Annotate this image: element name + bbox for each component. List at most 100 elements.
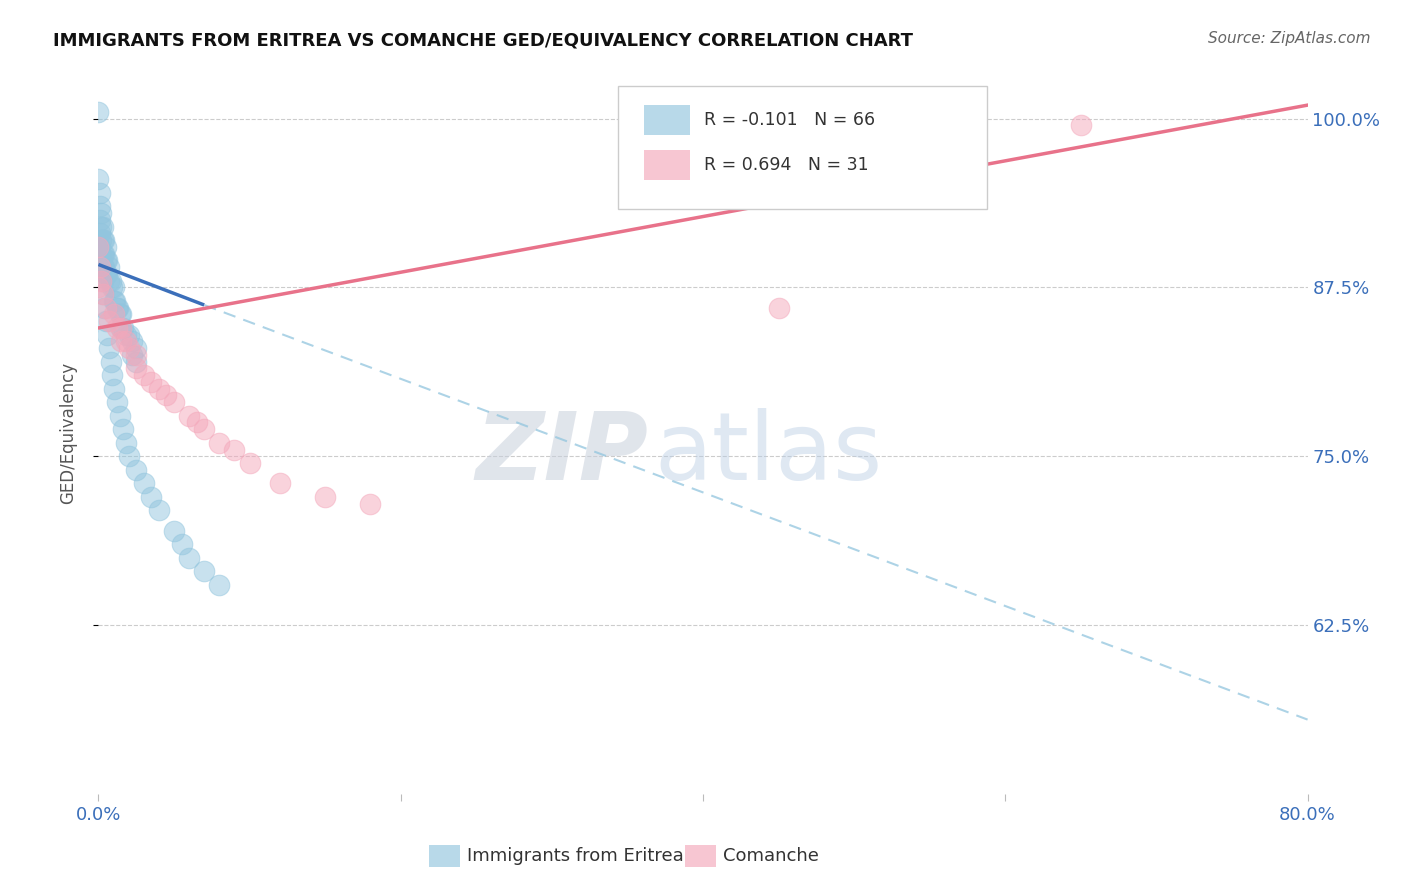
- Point: [91, 287, 114, 301]
- Point: [193, 564, 215, 578]
- Point: [186, 416, 208, 430]
- Point: [114, 334, 136, 349]
- Point: [98, 314, 121, 328]
- Point: [118, 327, 141, 342]
- Point: [314, 490, 336, 504]
- Point: [110, 321, 132, 335]
- Point: [91, 274, 114, 288]
- Point: [114, 327, 136, 342]
- Point: [94, 253, 117, 268]
- Point: [125, 355, 148, 369]
- Point: [105, 321, 128, 335]
- Point: [89, 260, 111, 275]
- Point: [93, 260, 115, 275]
- Point: [96, 327, 118, 342]
- Point: [269, 476, 291, 491]
- Point: [87, 172, 110, 186]
- Point: [118, 341, 141, 355]
- Point: [103, 382, 125, 396]
- Point: [91, 219, 114, 234]
- Point: [89, 227, 111, 241]
- Point: [96, 253, 118, 268]
- Point: [141, 490, 163, 504]
- Point: [98, 260, 121, 275]
- Point: [90, 206, 112, 220]
- Point: [98, 274, 121, 288]
- Text: atlas: atlas: [655, 409, 883, 500]
- Text: R = -0.101   N = 66: R = -0.101 N = 66: [704, 111, 876, 128]
- Point: [91, 260, 114, 275]
- Bar: [644, 104, 690, 135]
- Point: [89, 240, 111, 254]
- Point: [103, 280, 125, 294]
- Point: [163, 395, 186, 409]
- Point: [90, 274, 112, 288]
- Point: [179, 550, 201, 565]
- Point: [111, 321, 134, 335]
- Point: [91, 287, 114, 301]
- Text: Source: ZipAtlas.com: Source: ZipAtlas.com: [1208, 31, 1371, 46]
- Point: [110, 321, 132, 335]
- Point: [121, 334, 143, 349]
- Point: [110, 334, 132, 349]
- Point: [93, 246, 115, 260]
- Text: Immigrants from Eritrea: Immigrants from Eritrea: [467, 847, 683, 865]
- Point: [125, 348, 148, 362]
- Point: [103, 293, 125, 308]
- Point: [91, 233, 114, 247]
- Point: [89, 213, 111, 227]
- Point: [101, 280, 124, 294]
- Text: ZIP: ZIP: [475, 409, 648, 500]
- Point: [90, 260, 112, 275]
- Point: [90, 233, 112, 247]
- Point: [93, 301, 115, 315]
- Point: [155, 388, 177, 402]
- Text: Comanche: Comanche: [723, 847, 818, 865]
- Point: [108, 409, 131, 423]
- Point: [89, 186, 111, 200]
- Point: [101, 368, 124, 383]
- Point: [148, 382, 170, 396]
- Point: [132, 368, 155, 383]
- Point: [163, 524, 186, 538]
- Point: [125, 361, 148, 376]
- Bar: [644, 150, 690, 180]
- Point: [96, 267, 118, 281]
- Point: [132, 476, 155, 491]
- Point: [107, 301, 129, 315]
- Point: [105, 395, 128, 409]
- Point: [360, 496, 382, 510]
- Text: R = 0.694   N = 31: R = 0.694 N = 31: [704, 156, 869, 174]
- Point: [94, 267, 117, 281]
- Point: [125, 341, 148, 355]
- Point: [148, 503, 170, 517]
- Point: [193, 422, 215, 436]
- Point: [1070, 119, 1092, 133]
- Point: [89, 199, 111, 213]
- Point: [100, 274, 122, 288]
- Point: [100, 355, 122, 369]
- Point: [108, 308, 131, 322]
- Point: [87, 280, 110, 294]
- Point: [105, 301, 128, 315]
- Text: IMMIGRANTS FROM ERITREA VS COMANCHE GED/EQUIVALENCY CORRELATION CHART: IMMIGRANTS FROM ERITREA VS COMANCHE GED/…: [53, 31, 914, 49]
- Point: [98, 341, 121, 355]
- Point: [94, 240, 117, 254]
- Point: [179, 409, 201, 423]
- Point: [90, 219, 112, 234]
- Point: [239, 456, 262, 470]
- Point: [93, 233, 115, 247]
- Point: [141, 375, 163, 389]
- Point: [110, 308, 132, 322]
- Point: [94, 314, 117, 328]
- Point: [87, 240, 110, 254]
- Point: [768, 301, 790, 315]
- Point: [94, 301, 117, 315]
- Point: [118, 449, 141, 463]
- FancyBboxPatch shape: [619, 86, 987, 209]
- Point: [170, 537, 193, 551]
- Point: [90, 246, 112, 260]
- Point: [224, 442, 246, 457]
- Point: [208, 435, 231, 450]
- Point: [104, 293, 127, 308]
